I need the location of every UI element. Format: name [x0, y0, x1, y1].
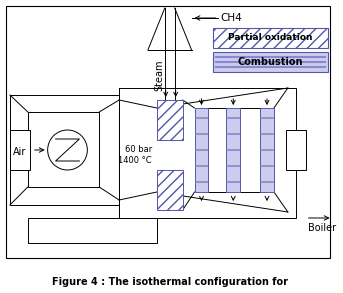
Text: 60 bar
1400 °C: 60 bar 1400 °C	[118, 145, 152, 165]
Text: Air: Air	[13, 147, 26, 157]
Text: Boiler: Boiler	[308, 223, 336, 233]
Text: Partial oxidation: Partial oxidation	[228, 33, 313, 42]
Bar	[213, 28, 328, 48]
Text: Combustion: Combustion	[238, 57, 303, 67]
Bar	[119, 88, 296, 218]
Bar	[157, 100, 182, 140]
Bar	[157, 170, 182, 210]
Bar	[213, 52, 328, 72]
Bar	[10, 95, 119, 205]
Bar	[194, 108, 209, 192]
Bar	[226, 108, 240, 192]
Circle shape	[48, 130, 87, 170]
Bar	[28, 218, 157, 243]
Text: CH4: CH4	[220, 13, 242, 23]
Bar	[286, 130, 306, 170]
Bar	[6, 6, 330, 258]
Text: Steam: Steam	[155, 59, 165, 91]
Bar	[260, 108, 274, 192]
Bar	[28, 112, 99, 187]
Bar	[10, 130, 30, 170]
Text: Figure 4 : The isothermal configuration for: Figure 4 : The isothermal configuration …	[52, 277, 288, 287]
